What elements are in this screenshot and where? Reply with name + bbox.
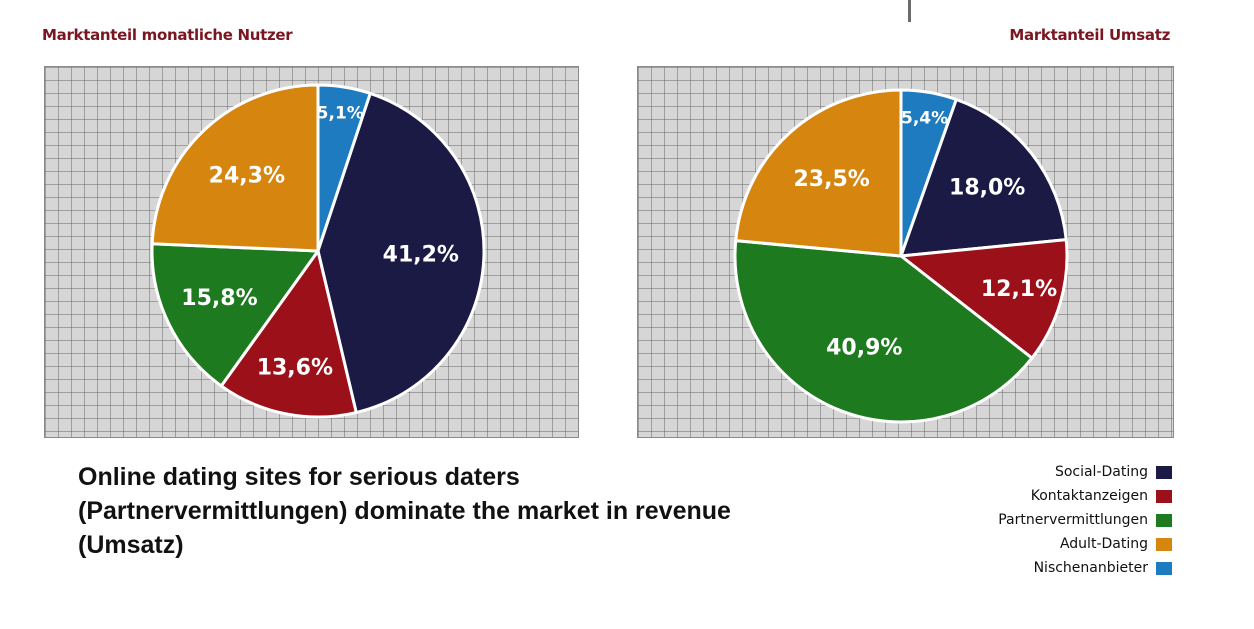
- pie-slice-partnervermittlungen: [150, 242, 320, 388]
- pie-svg-users: 5,1% 41,2% 13,6% 15,8% 24,3%: [150, 83, 486, 419]
- pie-slice-label: 18,0%: [949, 175, 1025, 200]
- legend-label: Partnervermittlungen: [998, 512, 1148, 528]
- pie-chart-users: 5,1% 41,2% 13,6% 15,8% 24,3%: [44, 66, 579, 438]
- pie-svg-revenue: 5,4% 18,0% 12,1% 40,9% 23,5%: [733, 88, 1069, 424]
- chart-title-users: Marktanteil monatliche Nutzer: [42, 26, 293, 44]
- pie-slice-label: 13,6%: [257, 355, 333, 380]
- caption: Online dating sites for serious daters (…: [78, 460, 838, 562]
- pie-slice-partnervermittlungen: [733, 239, 1034, 424]
- legend-item-adult-dating: Adult-Dating: [998, 532, 1172, 556]
- pie-slice-label: 5,4%: [901, 109, 948, 129]
- legend-swatch: [1156, 489, 1172, 503]
- pie-slice-label: 40,9%: [826, 336, 902, 361]
- legend-label: Kontaktanzeigen: [1030, 488, 1148, 504]
- pie-slice-label: 12,1%: [981, 277, 1057, 302]
- legend: Social-Dating Kontaktanzeigen Partnerver…: [998, 460, 1172, 580]
- pie-chart-revenue: 5,4% 18,0% 12,1% 40,9% 23,5%: [637, 66, 1174, 438]
- legend-item-kontaktanzeigen: Kontaktanzeigen: [998, 484, 1172, 508]
- pie-slice-adult-dating: [734, 88, 903, 258]
- legend-item-nischenanbieter: Nischenanbieter: [998, 556, 1172, 580]
- legend-swatch: [1156, 513, 1172, 527]
- chart-title-revenue: Marktanteil Umsatz: [1009, 26, 1170, 44]
- legend-swatch: [1156, 537, 1172, 551]
- pie-slice-label: 15,8%: [181, 286, 257, 311]
- legend-label: Social-Dating: [1054, 464, 1148, 480]
- caption-line: Online dating sites for serious daters: [78, 463, 520, 491]
- pie-slice-social-dating: [899, 97, 1068, 258]
- caption-line: (Partnervermittlungen) dominate the mark…: [78, 497, 731, 525]
- pie-slice-adult-dating: [150, 83, 320, 253]
- pie-slice-label: 5,1%: [317, 103, 364, 123]
- legend-label: Nischenanbieter: [1033, 560, 1148, 576]
- pie-slice-social-dating: [316, 91, 486, 415]
- divider-line: [908, 0, 911, 22]
- pie-slice-label: 24,3%: [209, 164, 285, 189]
- legend-swatch: [1156, 465, 1172, 479]
- pie-slice-label: 41,2%: [383, 243, 459, 268]
- caption-line: (Umsatz): [78, 531, 184, 559]
- legend-swatch: [1156, 561, 1172, 575]
- pie-slice-label: 23,5%: [794, 167, 870, 192]
- legend-item-social-dating: Social-Dating: [998, 460, 1172, 484]
- legend-item-partnervermittlungen: Partnervermittlungen: [998, 508, 1172, 532]
- pie-slice-kontaktanzeigen: [219, 249, 358, 419]
- pie-slice-kontaktanzeigen: [899, 238, 1069, 360]
- legend-label: Adult-Dating: [1059, 536, 1148, 552]
